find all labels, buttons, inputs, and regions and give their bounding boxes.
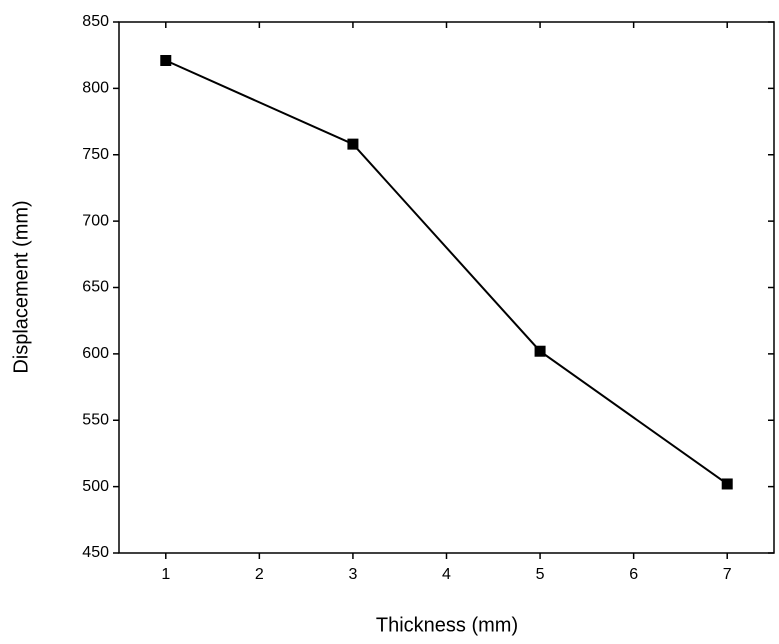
data-point: [534, 345, 546, 357]
x-tick-label: 6: [629, 566, 638, 583]
data-point: [721, 478, 733, 490]
x-tick-label: 5: [536, 566, 545, 583]
data-point: [347, 138, 359, 150]
y-tick-label: 600: [82, 345, 109, 362]
y-tick-label: 550: [82, 411, 109, 428]
y-tick-label: 700: [82, 212, 109, 229]
x-tick-label: 2: [255, 566, 264, 583]
data-point: [160, 54, 172, 66]
x-tick-label: 3: [348, 566, 357, 583]
x-tick-label: 4: [442, 566, 451, 583]
y-axis-label: Displacement (mm): [10, 200, 32, 373]
y-tick-label: 800: [82, 80, 109, 97]
plot-frame: [118, 21, 775, 554]
x-tick-label: 7: [723, 566, 732, 583]
y-tick-label: 650: [82, 279, 109, 296]
x-axis-label: Thickness (mm): [376, 614, 518, 636]
y-tick-label: 850: [82, 13, 109, 30]
y-tick-label: 500: [82, 478, 109, 495]
data-line: [165, 59, 728, 485]
x-tick-label: 1: [161, 566, 170, 583]
y-tick-label: 750: [82, 146, 109, 163]
y-tick-label: 450: [82, 544, 109, 561]
